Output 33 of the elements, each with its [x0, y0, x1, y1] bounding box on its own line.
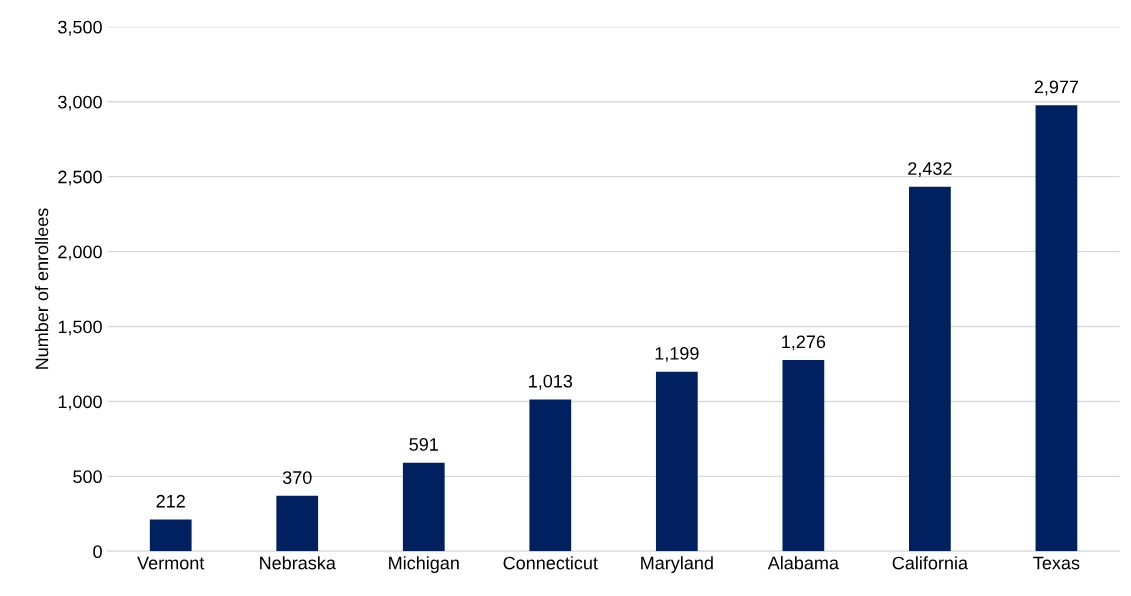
y-tick-label: 1,500	[58, 320, 102, 336]
bar	[529, 399, 572, 552]
x-tick-label: Alabama	[767, 556, 839, 570]
x-tick-label: Connecticut	[503, 556, 598, 570]
bar	[276, 495, 319, 552]
data-label: 1,199	[655, 346, 699, 362]
bar	[909, 186, 951, 552]
data-label: 212	[156, 494, 185, 508]
y-tick-label: 1,000	[58, 395, 102, 411]
data-label: 2,432	[908, 162, 952, 178]
bar	[149, 519, 192, 552]
x-tick-label: California	[892, 556, 969, 570]
bar	[782, 360, 825, 552]
x-tick-label: Maryland	[641, 556, 713, 573]
y-axis-title: Number of enrollees	[35, 208, 49, 369]
bar	[402, 462, 445, 552]
x-tick-label: Vermont	[137, 556, 205, 570]
y-tick-label: 0	[93, 545, 102, 559]
data-label: 1,276	[782, 335, 826, 351]
x-tick-label: Nebraska	[260, 556, 336, 570]
y-tick-label: 2,500	[58, 170, 102, 186]
y-tick-label: 3,500	[58, 20, 102, 36]
x-tick-label: Texas	[1033, 556, 1080, 570]
data-label: 2,977	[1034, 80, 1079, 96]
data-label: 370	[282, 471, 312, 484]
data-label: 1,013	[529, 374, 573, 390]
y-tick-label: 2,000	[58, 245, 102, 261]
x-tick-label: Michigan	[389, 556, 459, 573]
bar	[1035, 105, 1078, 552]
data-label: 591	[409, 438, 438, 451]
y-tick-label: 3,000	[58, 95, 102, 111]
bar	[655, 371, 698, 552]
y-tick-label: 500	[73, 470, 102, 484]
